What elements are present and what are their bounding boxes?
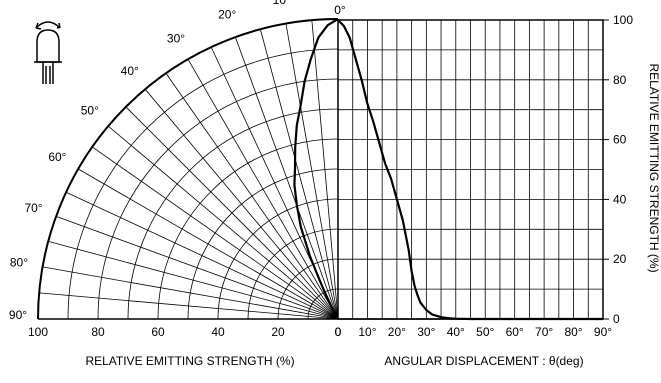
- polar-angle-label: 90°: [9, 308, 27, 322]
- right-y-tick-label: 40: [613, 192, 627, 206]
- polar-spoke: [187, 58, 339, 320]
- left-x-tick-label: 80: [91, 325, 105, 339]
- polar-spoke: [77, 168, 339, 320]
- right-x-tick-label: 20°: [388, 325, 406, 339]
- right-x-tick-label: 10°: [358, 325, 376, 339]
- right-x-tick-label: 0: [335, 325, 342, 339]
- polar-angle-label: 40°: [121, 64, 139, 78]
- right-x-tick-label: 70°: [535, 325, 553, 339]
- left-x-tick-label: 100: [28, 325, 48, 339]
- polar-angle-label: 20°: [218, 8, 236, 22]
- series-line-cartesian: [337, 19, 603, 321]
- polar-spoke: [259, 29, 339, 320]
- polar-spoke: [235, 36, 339, 320]
- right-y-tick-label: 100: [613, 13, 633, 27]
- right-x-tick-label: 40°: [447, 325, 465, 339]
- polar-angle-label: 30°: [167, 31, 185, 45]
- polar-spoke: [107, 125, 339, 320]
- left-x-tick-label: 0: [335, 325, 342, 339]
- led-icon: [34, 21, 62, 84]
- right-y-tick-label: 80: [613, 73, 627, 87]
- polar-angle-label: 70°: [24, 201, 42, 215]
- polar-spoke: [144, 88, 339, 320]
- polar-spoke: [285, 23, 339, 320]
- right-x-axis-label: ANGULAR DISPLACEMENT : θ(deg): [384, 354, 583, 368]
- right-x-tick-label: 60°: [506, 325, 524, 339]
- polar-spoke: [65, 191, 339, 320]
- right-x-tick-label: 30°: [417, 325, 435, 339]
- left-x-tick-label: 20: [271, 325, 285, 339]
- polar-spoke: [125, 106, 339, 320]
- polar-angle-label: 50°: [81, 104, 99, 118]
- tick-labels: 0°10°20°30°40°50°60°70°80°90°10080604020…: [9, 0, 633, 339]
- polar-spoke: [55, 216, 339, 320]
- polar-grid: [37, 18, 339, 320]
- left-x-tick-label: 40: [211, 325, 225, 339]
- polar-spoke: [311, 20, 339, 320]
- right-y-tick-label: 0: [613, 312, 620, 326]
- series-layer: [293, 18, 603, 321]
- right-y-tick-label: 60: [613, 133, 627, 147]
- rotation-arrow-icon: [35, 21, 61, 29]
- right-x-tick-label: 80°: [564, 325, 582, 339]
- right-y-tick-label: 20: [613, 252, 627, 266]
- polar-angle-label: 0°: [334, 3, 346, 17]
- right-y-axis-label: RELATIVE EMITTING STRENGTH (%): [647, 63, 661, 272]
- left-x-axis-label: RELATIVE EMITTING STRENGTH (%): [85, 354, 294, 368]
- polar-angle-label: 10°: [273, 0, 291, 7]
- left-x-tick-label: 60: [151, 325, 165, 339]
- series-line-polar: [293, 18, 339, 320]
- polar-angle-label: 60°: [48, 150, 66, 164]
- polar-spoke: [39, 292, 339, 320]
- polar-angle-label: 80°: [10, 256, 28, 270]
- right-x-tick-label: 50°: [476, 325, 494, 339]
- right-x-tick-label: 90°: [594, 325, 612, 339]
- polar-spoke: [92, 146, 339, 320]
- polar-spoke: [165, 73, 339, 320]
- polar-spoke: [42, 266, 339, 320]
- polar-spoke: [48, 240, 339, 320]
